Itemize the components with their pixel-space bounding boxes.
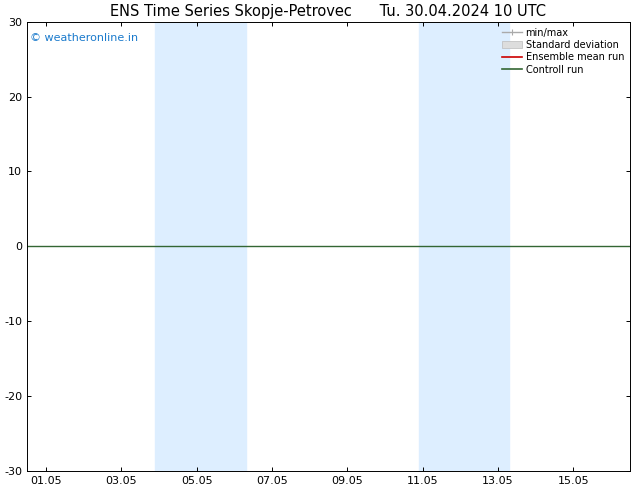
Bar (419, 22, 464, 471)
Bar (464, 22, 509, 471)
Bar (155, 22, 200, 471)
Title: ENS Time Series Skopje-Petrovec      Tu. 30.04.2024 10 UTC: ENS Time Series Skopje-Petrovec Tu. 30.0… (110, 4, 547, 19)
Legend: min/max, Standard deviation, Ensemble mean run, Controll run: min/max, Standard deviation, Ensemble me… (499, 24, 627, 78)
Bar (200, 22, 245, 471)
Text: © weatheronline.in: © weatheronline.in (30, 33, 138, 43)
